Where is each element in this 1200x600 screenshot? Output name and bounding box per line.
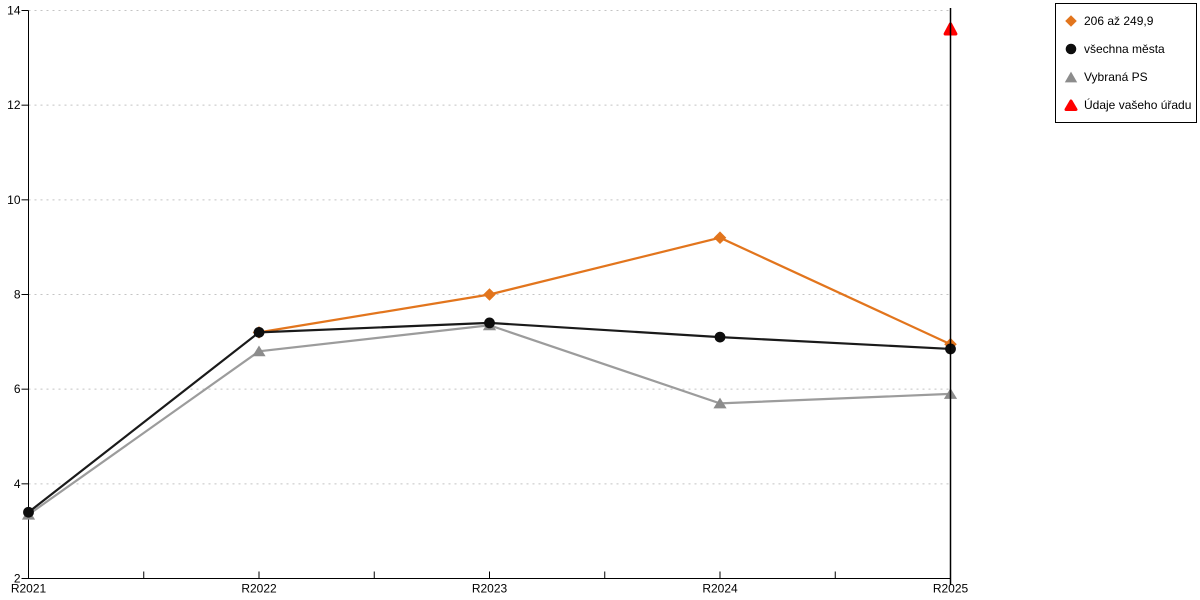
legend-marker bbox=[1065, 43, 1077, 55]
x-tick-label: R2021 bbox=[11, 582, 47, 596]
x-tick-label: R2023 bbox=[472, 582, 508, 596]
y-tick-label: 14 bbox=[7, 4, 21, 18]
y-tick-label: 12 bbox=[7, 98, 21, 112]
y-tick-label: 10 bbox=[7, 193, 21, 207]
legend-item: všechna města bbox=[1064, 41, 1192, 56]
legend-marker bbox=[1065, 14, 1077, 27]
x-tick-label: R2022 bbox=[241, 582, 277, 596]
data-point-circle bbox=[484, 317, 495, 329]
legend-item: 206 až 249,9 bbox=[1064, 13, 1192, 28]
triangle-round-icon bbox=[1064, 99, 1078, 112]
y-tick-label: 8 bbox=[14, 288, 21, 302]
legend-label: 206 až 249,9 bbox=[1084, 13, 1154, 28]
data-point-triangle bbox=[713, 397, 727, 409]
data-point-circle bbox=[23, 506, 34, 518]
data-point-triangle bbox=[252, 345, 266, 357]
series-line bbox=[258, 236, 951, 346]
legend-marker bbox=[1064, 71, 1078, 83]
triangle-icon bbox=[1064, 71, 1078, 83]
legend-item: Vybraná PS bbox=[1064, 70, 1192, 85]
y-tick-label: 6 bbox=[14, 382, 21, 396]
diamond-icon bbox=[1065, 14, 1077, 27]
legend-marker bbox=[1064, 99, 1078, 112]
data-point-diamond bbox=[713, 231, 727, 244]
x-tick-label: R2024 bbox=[702, 582, 738, 596]
data-point-circle bbox=[714, 331, 726, 343]
legend-label: Vybraná PS bbox=[1084, 70, 1148, 85]
y-tick-label: 2 bbox=[14, 572, 21, 586]
data-point-circle bbox=[253, 326, 265, 338]
series-line bbox=[27, 324, 951, 516]
legend: 206 až 249,9 všechna města Vybraná PS Údaje… bbox=[1055, 3, 1197, 123]
data-point-diamond bbox=[483, 288, 496, 301]
legend-item: Údaje vašeho úřadu bbox=[1064, 98, 1192, 113]
legend-label: Údaje vašeho úřadu bbox=[1084, 98, 1192, 113]
y-tick-label: 4 bbox=[14, 477, 21, 491]
circle-icon bbox=[1065, 43, 1077, 55]
legend-label: všechna města bbox=[1084, 41, 1165, 56]
x-tick-label: R2025 bbox=[933, 582, 969, 596]
